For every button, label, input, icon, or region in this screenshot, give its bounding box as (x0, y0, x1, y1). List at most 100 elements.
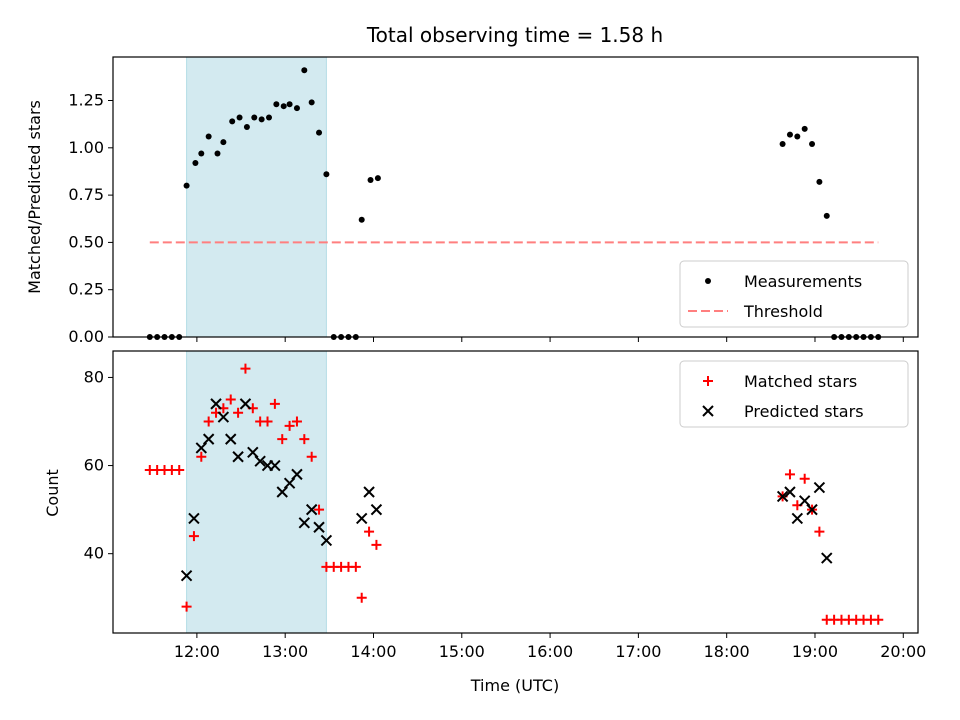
top-measurements-point (316, 129, 323, 136)
top-measurements-point (183, 182, 190, 189)
x-tick-label: 17:00 (615, 642, 661, 661)
legend-matched-stars-swatch (703, 376, 713, 386)
bottom-legend-box (679, 360, 909, 428)
top-measurements-point (301, 67, 308, 74)
bottom-predicted-stars-point (188, 512, 200, 525)
bottom-predicted-stars-point (202, 433, 215, 445)
top-measurements-point (323, 171, 330, 178)
top-measurements-point (367, 176, 374, 183)
top-measurements-point (286, 101, 293, 108)
bottom-matched-stars-point (299, 434, 310, 445)
top-shaded-interval (186, 56, 327, 338)
bottom-legend: Matched stars Predicted stars (679, 360, 909, 428)
bottom-predicted-stars-point (225, 433, 237, 445)
bottom-y-tick-label: 80 (84, 367, 104, 386)
bottom-predicted-stars-point (813, 481, 826, 494)
top-measurements-point (192, 159, 199, 166)
bottom-matched-stars-point (174, 464, 185, 475)
bottom-matched-stars-point (269, 398, 280, 409)
bottom-predicted-stars-point (370, 503, 383, 516)
bottom-predicted-stars-point (232, 451, 244, 463)
top-y-tick-label: 0.75 (68, 185, 104, 204)
top-measurements-point (265, 114, 272, 121)
top-y-tick-label: 1.25 (68, 91, 104, 110)
bottom-matched-stars-point (371, 539, 382, 550)
bottom-predicted-stars-point (776, 490, 789, 503)
bottom-shaded-interval (186, 350, 327, 634)
top-legend-box (679, 260, 909, 328)
bottom-matched-stars-point (233, 407, 244, 418)
bottom-predicted-stars-point (276, 486, 288, 498)
bottom-predicted-stars-point (269, 459, 281, 472)
top-y-tick-label: 0.25 (68, 280, 104, 299)
top-measurements-point (786, 131, 793, 138)
bottom-matched-stars-point (196, 451, 207, 462)
top-measurements-point (809, 141, 816, 148)
top-panel: 0.00 0.25 0.50 0.75 1.00 1.25 Measurements Thre… (68, 56, 919, 346)
bottom-predicted-stars-point (247, 446, 259, 459)
bottom-matched-stars-point (799, 473, 810, 484)
top-measurements-point (229, 118, 236, 125)
bottom-predicted-stars-point (283, 477, 296, 489)
top-measurements-point (243, 124, 250, 130)
x-tick-label: 16:00 (527, 642, 573, 661)
x-tick-label: 20:00 (880, 642, 926, 661)
top-legend: Measurements Threshold (679, 260, 909, 328)
bottom-predicted-stars-point (305, 503, 318, 516)
legend-matched-stars-label: Matched stars (744, 372, 857, 391)
bottom-matched-stars-point (262, 416, 273, 427)
top-measurements-point (280, 103, 287, 110)
legend-measurements-swatch (705, 278, 711, 284)
x-tick-label: 15:00 (439, 642, 485, 661)
top-measurements-point (251, 114, 258, 121)
bottom-matched-stars-point (350, 561, 361, 572)
top-measurements-point (823, 212, 830, 219)
bottom-predicted-stars-point (363, 486, 375, 498)
x-axis-label: Time (UTC) (470, 676, 559, 695)
bottom-matched-stars-point (188, 531, 199, 542)
bottom-matched-stars-point (291, 416, 302, 427)
legend-predicted-stars-swatch (702, 405, 714, 417)
bottom-predicted-stars-point (806, 503, 818, 516)
bottom-predicted-stars-point (180, 570, 193, 582)
top-y-tick-label: 1.00 (68, 138, 104, 157)
bottom-panel: 40 60 80 12:00 13:00 14:00 15:00 16:00 17:00 18:0… (84, 350, 926, 661)
top-measurements-point (358, 216, 365, 223)
bottom-matched-stars-point (203, 416, 214, 427)
bottom-matched-stars-point (284, 420, 295, 431)
x-tick-label: 12:00 (174, 642, 220, 661)
bottom-matched-stars-point (225, 394, 236, 405)
chart-title: Total observing time = 1.58 h (366, 23, 663, 47)
top-y-tick-label: 0.50 (68, 232, 104, 251)
bottom-y-tick-label: 60 (84, 456, 104, 475)
bottom-matched-stars-point (814, 526, 825, 537)
bottom-matched-stars-point (306, 451, 317, 462)
bottom-predicted-stars-point (210, 398, 222, 410)
bottom-predicted-stars-point (821, 552, 833, 564)
top-measurements-point (779, 141, 786, 148)
top-measurements-point (801, 125, 808, 132)
top-axes-frame (112, 56, 919, 338)
top-measurements-point (198, 150, 205, 157)
top-measurements-point (236, 114, 243, 121)
bottom-y-axis-label: Count (43, 469, 62, 517)
bottom-predicted-stars-point (791, 512, 804, 525)
top-y-axis-label: Matched/Predicted stars (25, 100, 44, 294)
bottom-predicted-stars-point (298, 517, 311, 529)
top-measurements-point (293, 105, 300, 112)
top-measurements-point (258, 116, 265, 123)
bottom-matched-stars-point (314, 504, 325, 515)
bottom-predicted-stars-point (254, 455, 266, 467)
bottom-predicted-stars-point (217, 411, 230, 423)
top-measurements-point (273, 101, 280, 108)
top-measurements-point (308, 99, 315, 106)
top-measurements-point (220, 139, 227, 146)
top-measurements-point (794, 133, 801, 140)
bottom-predicted-stars-point (313, 521, 325, 533)
bottom-y-tick-label: 40 (84, 544, 104, 563)
top-measurements-point (374, 175, 381, 182)
x-tick-label: 19:00 (792, 642, 838, 661)
bottom-matched-stars-point (873, 614, 884, 625)
bottom-predicted-stars-point (784, 486, 796, 498)
bottom-predicted-stars-point (320, 534, 333, 547)
